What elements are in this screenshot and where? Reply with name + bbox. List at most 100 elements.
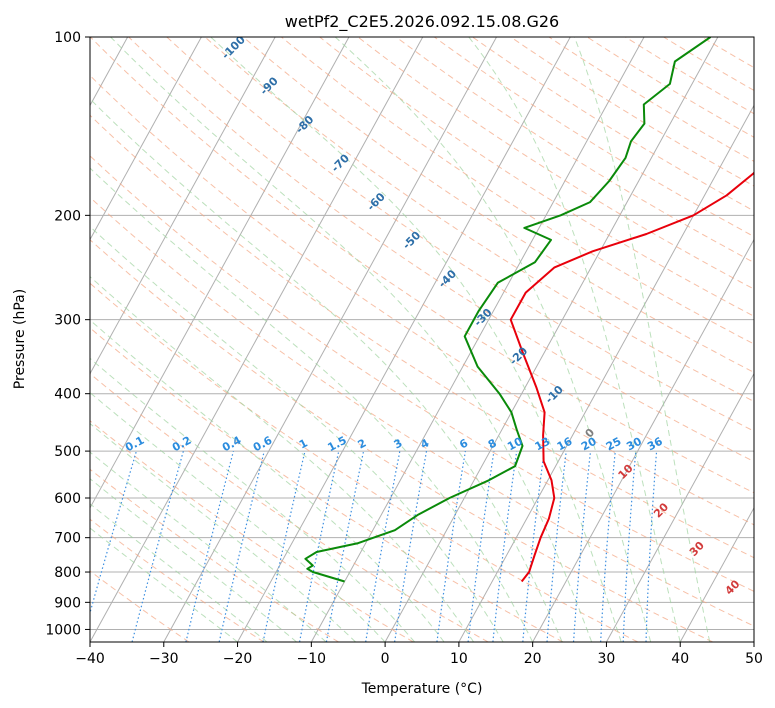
y-tick-label: 300 — [54, 313, 81, 329]
y-tick-label: 700 — [54, 531, 81, 547]
dry-adiabat-line — [166, 37, 754, 432]
dry-adiabat-line — [548, 37, 754, 162]
dry-adiabat-line — [90, 37, 754, 494]
dry-adiabat-line — [663, 37, 754, 91]
dry-adiabat-line — [90, 239, 713, 642]
mixing-ratio-line — [572, 451, 592, 642]
dry-adiabat-line — [90, 420, 414, 642]
mixing-ratio-label: 36 — [645, 435, 665, 454]
y-axis-label: Pressure (hPa) — [12, 289, 28, 389]
moist-adiabat-line — [90, 503, 268, 642]
moist-adiabat-line — [334, 37, 652, 642]
isotherm-line — [532, 238, 754, 642]
mixing-ratio-line — [522, 451, 545, 642]
isotherm-line — [237, 37, 571, 642]
isotherm-line — [90, 37, 202, 241]
dry-adiabat-line — [204, 37, 754, 403]
x-tick-label: −20 — [223, 651, 253, 667]
axes: −40 −30 −20 −10 0 10 20 30 40 50 1000 900 800 700 600 5… — [45, 30, 763, 667]
mixing-ratio-line — [131, 450, 184, 642]
isotherm-line — [90, 37, 424, 642]
mixing-ratio-line — [262, 450, 306, 642]
moist-adiabat-line — [90, 478, 297, 642]
moist-adiabat-line — [90, 319, 445, 642]
x-tick-label: −40 — [75, 651, 105, 667]
moist-adiabat-line — [90, 167, 534, 642]
isotherm-line — [90, 37, 350, 509]
dry-adiabat-line — [90, 327, 564, 642]
moist-adiabat-line — [210, 37, 622, 642]
dry-adiabat-line — [701, 37, 754, 69]
plot-frame — [89, 36, 755, 643]
isotherm-label: 10 — [616, 462, 636, 482]
mixing-ratio-line — [467, 451, 495, 642]
mixing-ratio-label: 20 — [579, 435, 599, 454]
mixing-ratio-label: 3 — [392, 436, 405, 451]
mixing-ratio-label: 4 — [418, 436, 431, 451]
y-tick-label: 900 — [54, 595, 81, 611]
isotherm-line — [163, 37, 497, 642]
dry-adiabat-line — [90, 518, 265, 642]
mixing-ratio-line — [436, 451, 466, 642]
moist-adiabat-line — [90, 451, 327, 642]
dry-adiabat-line — [90, 114, 754, 559]
dry-adiabat-line — [90, 373, 489, 642]
mixing-ratio-line — [218, 450, 265, 642]
isotherm-label: 20 — [651, 500, 671, 520]
moist-adiabat-line — [90, 225, 504, 642]
y-tick-label: 500 — [54, 444, 81, 460]
dewpoint-profile-line — [304, 37, 712, 583]
plot-series — [304, 37, 754, 583]
y-tick-label: 1000 — [45, 622, 81, 638]
dry-adiabat-line — [586, 37, 754, 138]
x-tick-label: 0 — [381, 651, 390, 667]
mixing-ratio-line — [90, 450, 137, 615]
mixing-ratio-label: 16 — [555, 435, 575, 454]
y-tick-label: 800 — [54, 565, 81, 581]
x-tick-label: 50 — [745, 651, 763, 667]
dry-adiabat-line — [90, 196, 754, 627]
y-tick-label: 400 — [54, 387, 81, 403]
dry-adiabat-line — [319, 37, 754, 317]
chart-title: wetPf2_C2E5.2026.092.15.08.G26 — [285, 12, 559, 32]
mixing-ratio-line — [492, 451, 518, 642]
x-tick-label: −10 — [297, 651, 327, 667]
x-tick-label: 10 — [450, 651, 468, 667]
dry-adiabat-line — [90, 570, 190, 642]
dry-adiabat-line — [90, 74, 754, 526]
isotherm-label: 40 — [723, 577, 743, 597]
isotherm-label: -90 — [258, 74, 281, 97]
moist-adiabat-line — [468, 37, 681, 642]
dry-adiabat-line — [90, 282, 639, 642]
dry-adiabat-line — [90, 155, 754, 592]
y-tick-label: 600 — [54, 491, 81, 507]
plot-background — [90, 37, 754, 642]
y-tick-label: 200 — [54, 208, 81, 224]
dry-adiabat-line — [472, 37, 754, 212]
dry-adiabat-line — [434, 37, 754, 238]
mixing-ratio-label: 6 — [457, 436, 470, 451]
mixing-ratio-label: 13 — [533, 435, 553, 454]
x-tick-label: 40 — [671, 651, 689, 667]
dry-adiabat-line — [395, 37, 754, 264]
mixing-ratio-label: 1 — [297, 436, 310, 451]
dry-adiabat-line — [510, 37, 754, 187]
temperature-profile-line — [509, 171, 754, 583]
mixing-ratio-line — [546, 451, 567, 642]
mixing-ratio-label: 2 — [356, 436, 369, 451]
isotherm-label: -10 — [543, 383, 566, 406]
isotherm-label: -30 — [471, 306, 494, 329]
x-tick-label: 20 — [524, 651, 542, 667]
dry-adiabat-line — [281, 37, 754, 345]
moist-adiabat-line — [90, 357, 415, 642]
dry-adiabat-line — [90, 468, 339, 642]
isotherm-line — [384, 37, 719, 642]
moist-adiabat-line — [573, 37, 711, 642]
isotherm-line — [753, 640, 754, 642]
dry-adiabat-line — [357, 37, 754, 290]
moist-adiabat-line — [90, 527, 238, 642]
mixing-ratio-label: 25 — [604, 435, 624, 454]
isotherm-line — [606, 372, 754, 642]
moist-adiabat-line — [90, 391, 386, 642]
